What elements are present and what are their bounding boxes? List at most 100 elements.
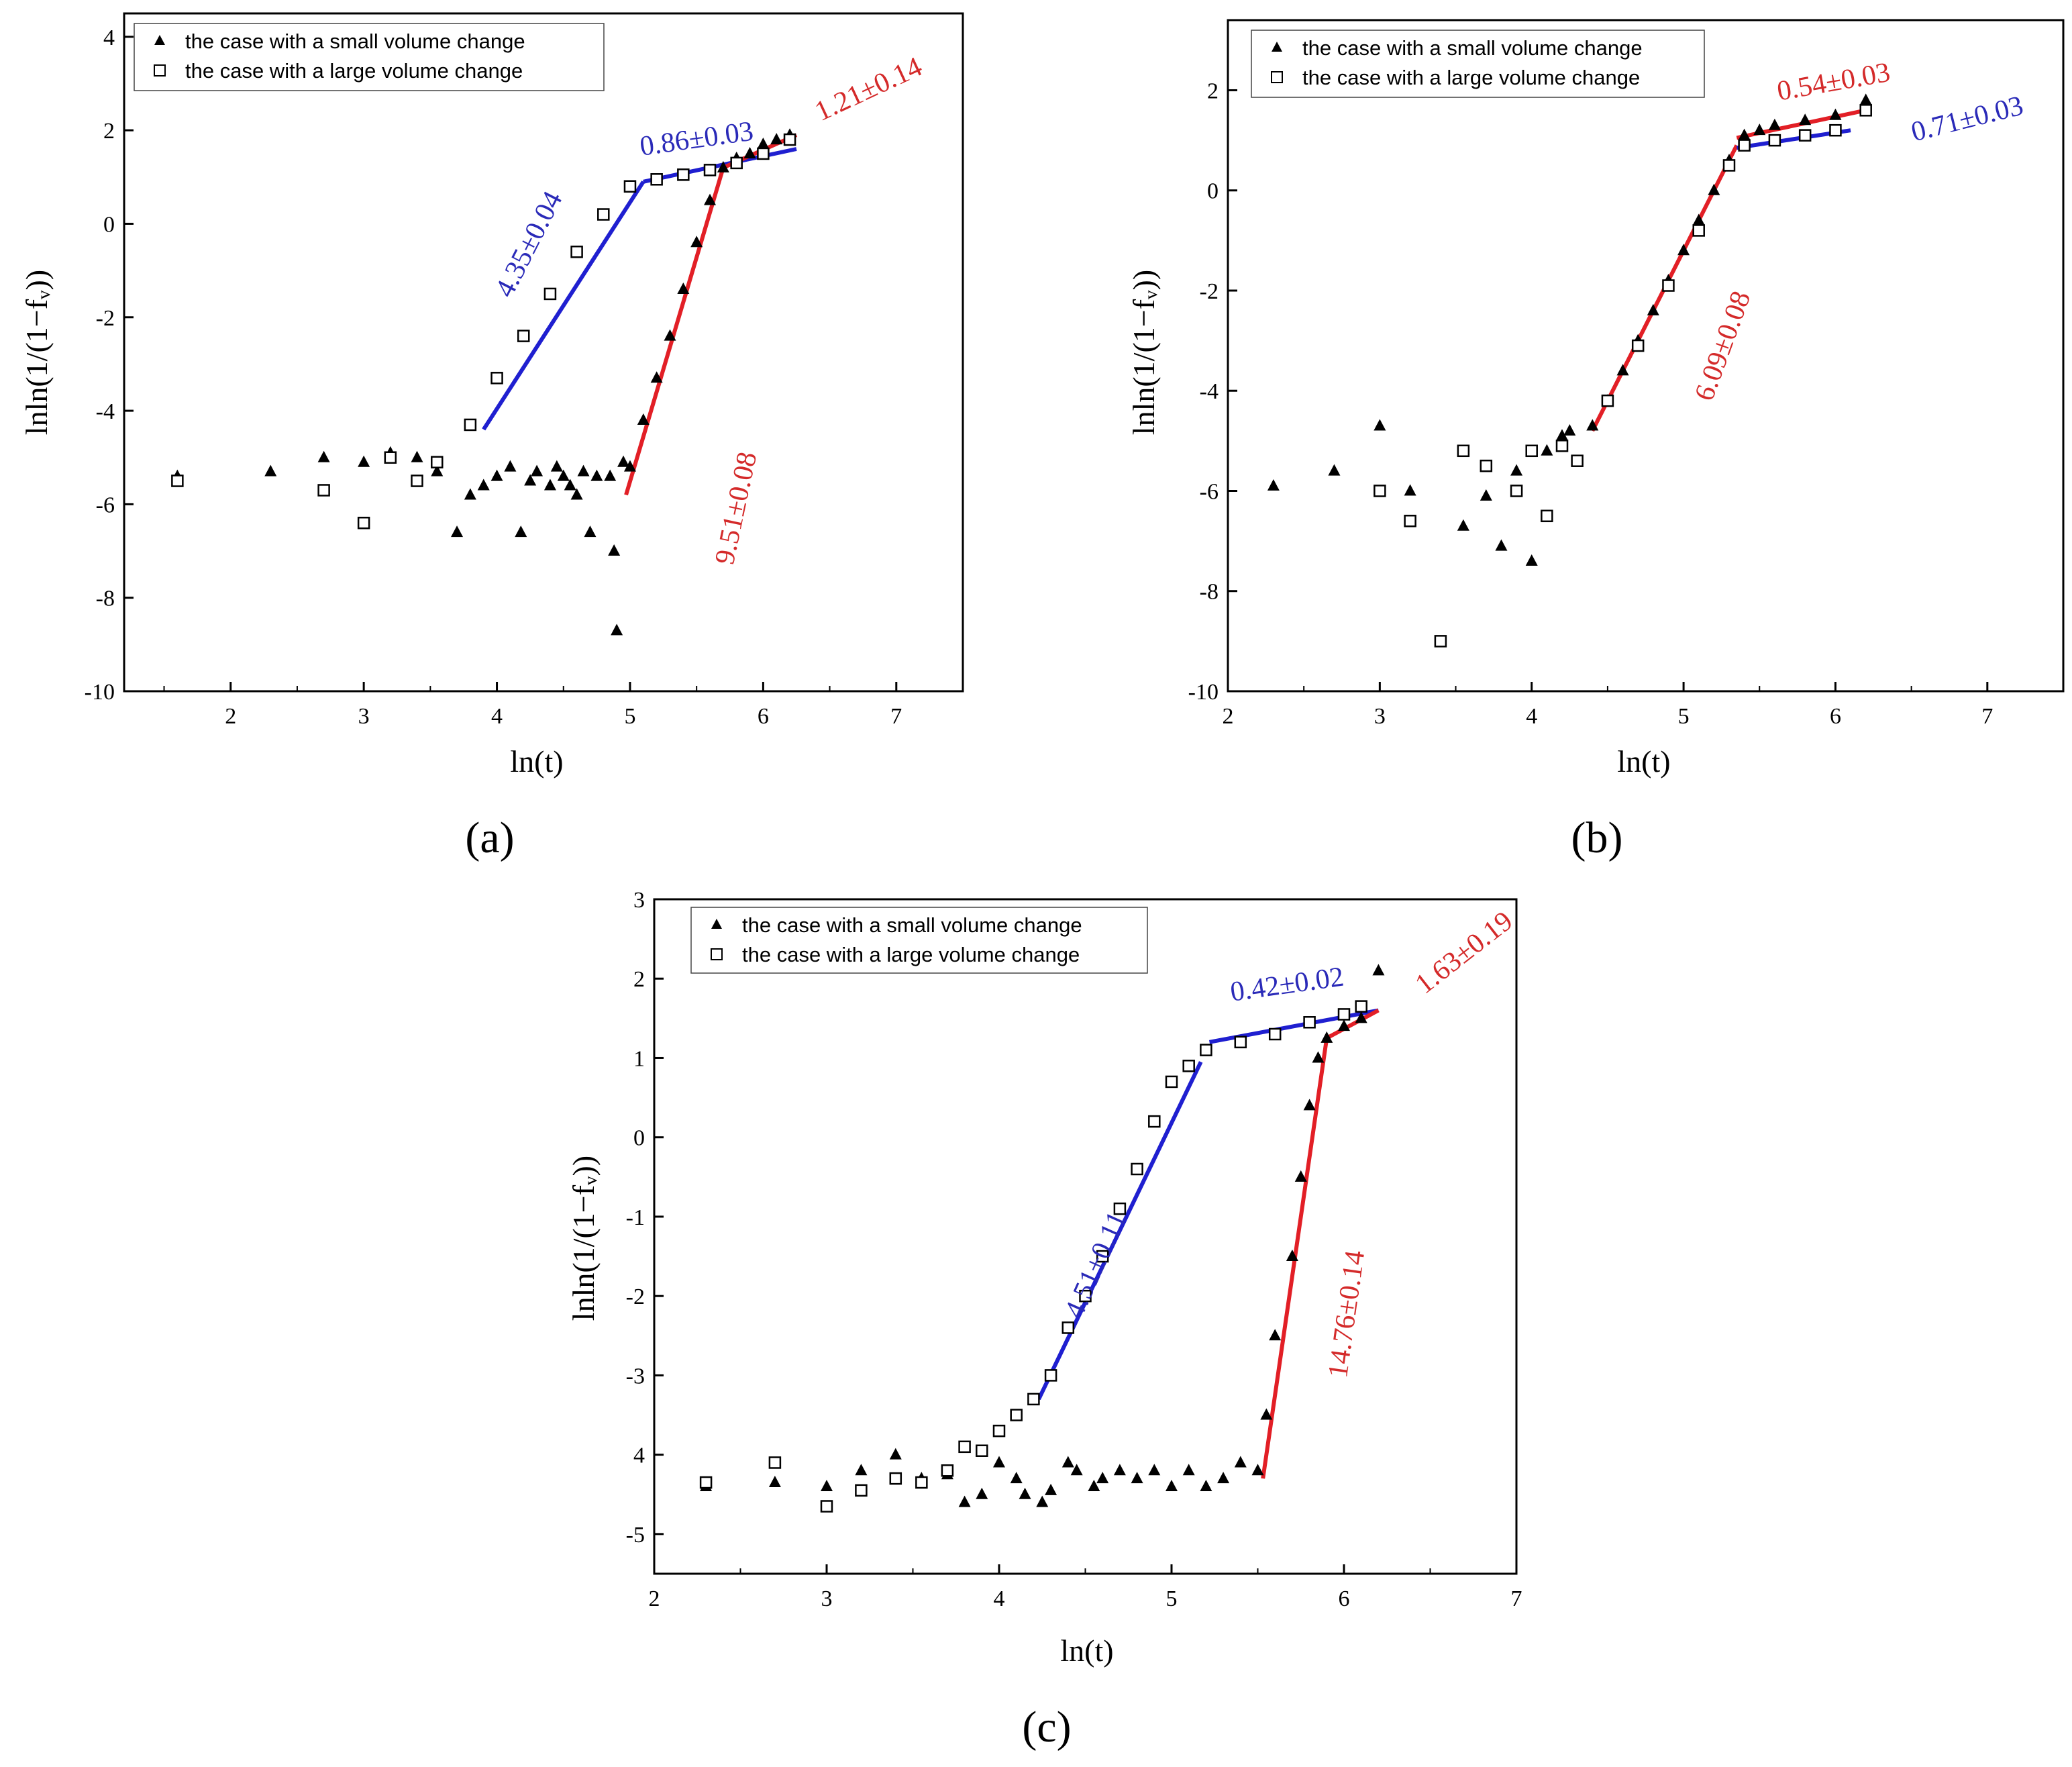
y-tick-label: 2: [1207, 79, 1219, 103]
triangle-point: [604, 469, 617, 481]
y-tick-label: -3: [626, 1364, 645, 1389]
square-point: [431, 456, 444, 468]
triangle-point: [743, 146, 756, 158]
triangle-point: [557, 469, 570, 481]
x-tick-label: 3: [1374, 704, 1386, 729]
fit-line-blue: [1037, 1061, 1203, 1401]
legend-triangle-marker: [711, 919, 722, 929]
square-point: [1768, 134, 1781, 147]
square-point: [976, 1444, 988, 1457]
triangle-point: [577, 464, 590, 476]
triangle-point: [1019, 1487, 1031, 1499]
square-point: [464, 418, 477, 432]
triangle-point: [1217, 1472, 1230, 1484]
triangle-point: [264, 464, 277, 476]
square-point: [171, 474, 184, 487]
legend: the case with a small volume change the c…: [134, 23, 605, 91]
triangle-point: [677, 282, 690, 294]
triangle-point: [1286, 1250, 1298, 1262]
square-point: [1692, 224, 1705, 237]
triangle-point: [490, 469, 503, 481]
square-point: [1131, 1162, 1143, 1176]
fit-line-blue: [643, 147, 797, 184]
square-point: [570, 245, 583, 258]
triangle-point: [1457, 519, 1469, 531]
square-point: [889, 1472, 902, 1485]
square-point: [783, 133, 796, 146]
triangle-point: [564, 478, 576, 491]
x-tick-label: 5: [624, 704, 635, 729]
panel-b: 2 3 4 5 6 7 2 0 -2 -4 -6 -8 -10 6.09±0.08 0.54±0.03 0.…: [1127, 19, 2065, 862]
square-point: [411, 474, 423, 487]
square-point: [915, 1476, 928, 1489]
triangle-point: [1616, 364, 1629, 376]
y-tick-label: -2: [626, 1284, 645, 1309]
triangle-point: [504, 460, 517, 472]
triangle-point: [464, 488, 476, 500]
plot-frame: [653, 898, 1518, 1575]
square-point: [992, 1424, 1006, 1437]
triangle-point: [1251, 1464, 1264, 1476]
triangle-point: [958, 1495, 971, 1507]
triangle-point: [1525, 554, 1538, 566]
square-point: [677, 168, 690, 181]
fit-annotation-red: 14.76±0.14: [1323, 1248, 1371, 1380]
square-point: [317, 484, 330, 497]
y-tick-label: -4: [1200, 379, 1219, 404]
square-point: [820, 1500, 833, 1513]
x-tick-label: 7: [890, 704, 902, 729]
triangle-point: [1556, 429, 1568, 441]
legend-box: [690, 907, 1148, 974]
y-tick-label: -5: [626, 1523, 645, 1548]
data-points: [699, 964, 1385, 1513]
triangle-point: [1372, 964, 1385, 976]
x-axis-label: ln(t): [510, 744, 563, 778]
panel-label: (c): [1022, 1703, 1071, 1752]
square-point: [1061, 1321, 1075, 1334]
triangle-point: [1586, 419, 1599, 431]
square-point: [730, 156, 743, 170]
y-axis-label: lnln(1/(1−fᵥ)): [1127, 270, 1161, 435]
legend-box: [1251, 30, 1705, 98]
square-point: [1510, 485, 1523, 497]
panel-label: (a): [465, 813, 514, 862]
triangle-point: [1166, 1479, 1178, 1491]
square-point: [1027, 1393, 1040, 1406]
y-tick-label: 3: [633, 888, 645, 913]
triangle-point: [1708, 183, 1720, 195]
triangle-point: [1131, 1472, 1143, 1484]
square-point: [1303, 1016, 1316, 1029]
y-tick-label: -8: [1200, 580, 1219, 605]
triangle-point: [1404, 484, 1416, 496]
x-tick-label: 3: [821, 1586, 833, 1611]
triangle-point: [1677, 244, 1690, 256]
triangle-point: [1267, 479, 1280, 491]
triangle-point: [1303, 1099, 1316, 1111]
triangle-point: [1061, 1456, 1074, 1468]
y-tick-label: -10: [85, 680, 115, 705]
x-tick-label: 4: [491, 704, 503, 729]
square-point: [703, 164, 717, 176]
square-point: [1096, 1250, 1109, 1263]
triangle-point: [1260, 1408, 1273, 1420]
axis-ticks: 2 3 4 5 6 7 3 2 1 0 -1 -2 -3 4 -5: [626, 888, 1522, 1611]
triangle-point: [550, 460, 563, 472]
triangle-point: [515, 525, 527, 538]
square-point: [1541, 509, 1553, 523]
triangle-point: [590, 469, 603, 481]
square-point: [1457, 444, 1470, 458]
triangle-point: [1768, 118, 1781, 130]
legend-triangle-marker: [154, 35, 165, 45]
legend-square-marker: [1271, 71, 1283, 83]
plot-frame: [123, 12, 964, 693]
legend-entry-label: the case with a small volume change: [185, 30, 525, 53]
triangle-point: [664, 329, 676, 341]
triangle-point: [1563, 423, 1576, 436]
triangle-point: [855, 1464, 868, 1476]
triangle-point: [976, 1487, 988, 1499]
square-point: [1355, 1000, 1367, 1013]
square-point: [1113, 1202, 1127, 1215]
triangle-point: [690, 236, 703, 248]
fit-line-blue: [482, 181, 645, 431]
